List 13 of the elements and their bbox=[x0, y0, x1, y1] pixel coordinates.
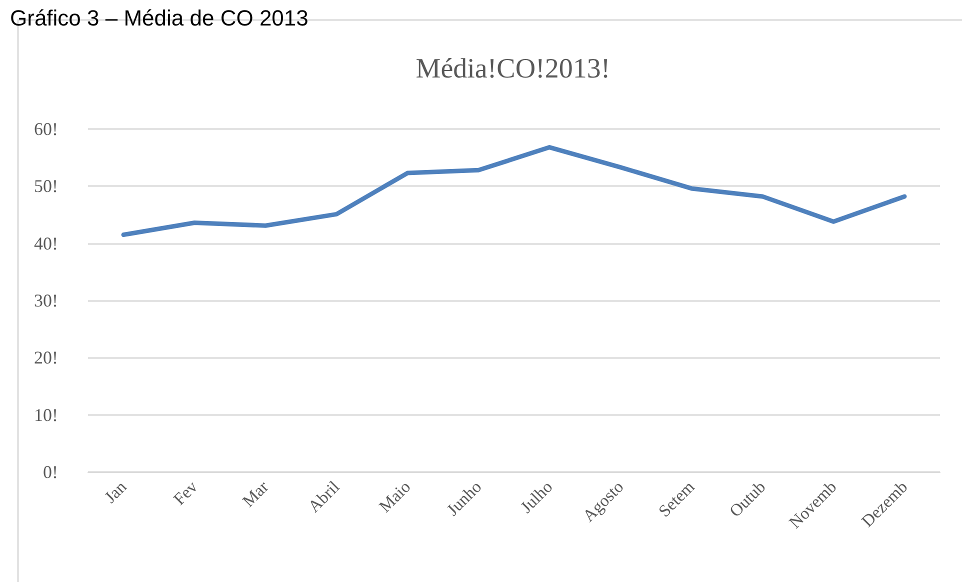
y-tick-label: 40! bbox=[34, 233, 58, 254]
x-tick-label: Mar bbox=[238, 477, 272, 511]
y-tick-label: 0! bbox=[43, 462, 58, 482]
y-tick-label: 50! bbox=[34, 176, 58, 196]
text: Gráfico 3 – Média de CO 2013 bbox=[10, 6, 308, 30]
chart-title: Média!CO!2013! bbox=[416, 54, 610, 84]
x-tick-label: Jan bbox=[100, 476, 131, 507]
x-tick-label: Fev bbox=[170, 476, 202, 509]
y-tick-label: 10! bbox=[34, 404, 58, 425]
line-series bbox=[121, 145, 907, 238]
y-tick-label: 60! bbox=[34, 119, 58, 139]
y-tick-label: 30! bbox=[34, 290, 58, 310]
y-tick-label: 20! bbox=[34, 348, 58, 368]
